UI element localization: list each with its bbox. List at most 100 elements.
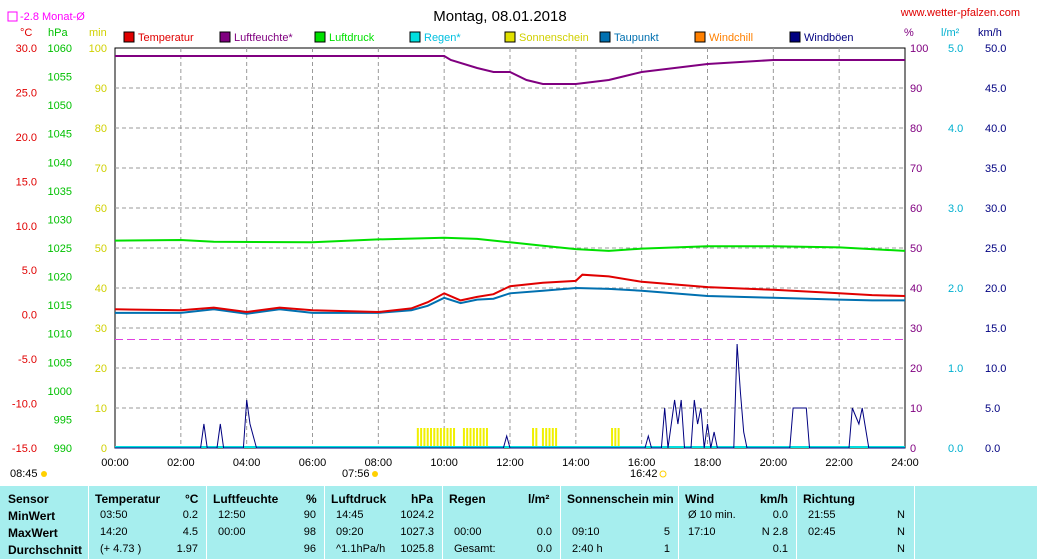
wind-tick-label: 45.0 [985,83,1006,95]
moon-icon [659,470,667,478]
hdr-rain-unit: l/m² [528,492,550,506]
wind-tick-label: 10.0 [985,363,1006,375]
hdr-press: Luftdruck [331,492,387,506]
legend-label: Sonnenschein [519,32,589,44]
table-cell: 00:00 [454,526,482,538]
pressure-tick-label: 1005 [48,357,72,369]
wind-tick-label: 20.0 [985,283,1006,295]
x-tick-label: 24:00 [891,457,919,469]
table-cell: 02:45 [808,526,836,538]
wind-tick-label: 15.0 [985,323,1006,335]
x-tick-label: 20:00 [760,457,788,469]
unit-humidity: % [904,27,914,39]
col-divider [560,486,561,559]
sunshine-bar [416,428,419,448]
legend-swatch [504,31,516,43]
table-cell: 1 [663,543,670,555]
prev-sunset-time: 08:45 [10,468,38,480]
table-cell: 96 [303,543,316,555]
legend-label: Windchill [709,32,753,44]
table-cell: 00:00 [218,526,246,538]
weather-chart: 30.0 25.0 20.0 15.0 10.0 5.0 0.0 -5.0 -10.0 -15.0… [7,7,1020,480]
sunshine-bar [446,428,449,448]
pressure-tick-label: 1035 [48,186,72,198]
legend-label: Windböen [804,32,854,44]
col-divider [678,486,679,559]
windgust-line [115,343,905,449]
pressure-line [114,236,906,252]
table-cell: 21:55 [808,509,836,521]
sun-tick-label: 80 [95,123,107,135]
col-divider [206,486,207,559]
pressure-tick-label: 1045 [48,129,72,141]
pressure-tick-label: 1040 [48,157,72,169]
pressure-tick-label: 1020 [48,272,72,284]
sun-icon [41,471,47,477]
table-cell: Gesamt: [454,543,496,555]
hdr-rain: Regen [449,492,486,506]
sunshine-bar [482,428,485,448]
sunshine-bar [541,428,544,448]
hdr-dir: Richtung [803,492,855,506]
sunshine-bar [535,428,538,448]
unit-sun: min [89,27,107,39]
hdr-sun: Sonnenschein min [567,492,674,506]
table-cell: 17:10 [688,526,716,538]
sunshine-bar [617,428,620,448]
sunshine-bar [545,428,548,448]
temp-tick-label: -15.0 [12,443,37,455]
legend-label: Luftfeuchte* [234,32,293,44]
unit-pressure: hPa [48,27,68,39]
temp-tick-label: 0.0 [22,310,37,322]
temperature-line [114,273,906,314]
x-tick-label: 02:00 [167,457,195,469]
sunshine-bar [551,428,554,448]
table-cell: N [897,509,905,521]
table-cell: 1024.2 [400,509,434,521]
humidity-tick-label: 0 [910,443,916,455]
temp-tick-label: 15.0 [16,176,37,188]
sun-tick-label: 100 [89,43,107,55]
table-cell: 09:10 [572,526,600,538]
wind-tick-label: 50.0 [985,43,1006,55]
col-divider [88,486,89,559]
temp-tick-label: 5.0 [22,265,37,277]
site-link[interactable]: www.wetter-pfalzen.com [900,7,1020,19]
sunshine-bar [439,428,442,448]
hdr-wind: Wind [685,492,715,506]
col-divider [324,486,325,559]
table-cell: 0.0 [536,526,552,538]
legend-swatch [409,31,421,43]
table-cell: 0.0 [536,543,552,555]
legend-swatch [314,31,326,43]
hdr-temp-unit: °C [185,492,199,506]
legend-swatch [789,31,801,43]
x-tick-label: 18:00 [694,457,722,469]
sun-tick-label: 60 [95,203,107,215]
table-cell: 90 [303,509,316,521]
plot-area [114,55,906,449]
temp-tick-label: 30.0 [16,43,37,55]
col-divider [442,486,443,559]
hdr-press-unit: hPa [411,492,434,506]
sunshine-bar [443,428,446,448]
sun-tick-label: 20 [95,363,107,375]
wind-tick-label: 5.0 [985,403,1000,415]
unit-rain: l/m² [941,27,960,39]
x-tick-label: 14:00 [562,457,590,469]
table-cell: 1027.3 [400,526,434,538]
sunshine-bar [479,428,482,448]
legend-swatch [694,31,706,43]
table-cell: 12:50 [218,509,246,521]
pressure-tick-label: 990 [54,443,72,455]
legend-swatch [599,31,611,43]
sunshine-bar [426,428,429,448]
dewpoint-line [115,286,905,315]
table-cell: N [897,543,905,555]
sunrise-time: 07:56 [342,468,370,480]
table-cell: MinWert [8,509,56,523]
sunshine-bar [423,428,426,448]
hdr-hum-unit: % [306,492,317,506]
sunshine-bar [485,428,488,448]
x-tick-label: 12:00 [496,457,524,469]
